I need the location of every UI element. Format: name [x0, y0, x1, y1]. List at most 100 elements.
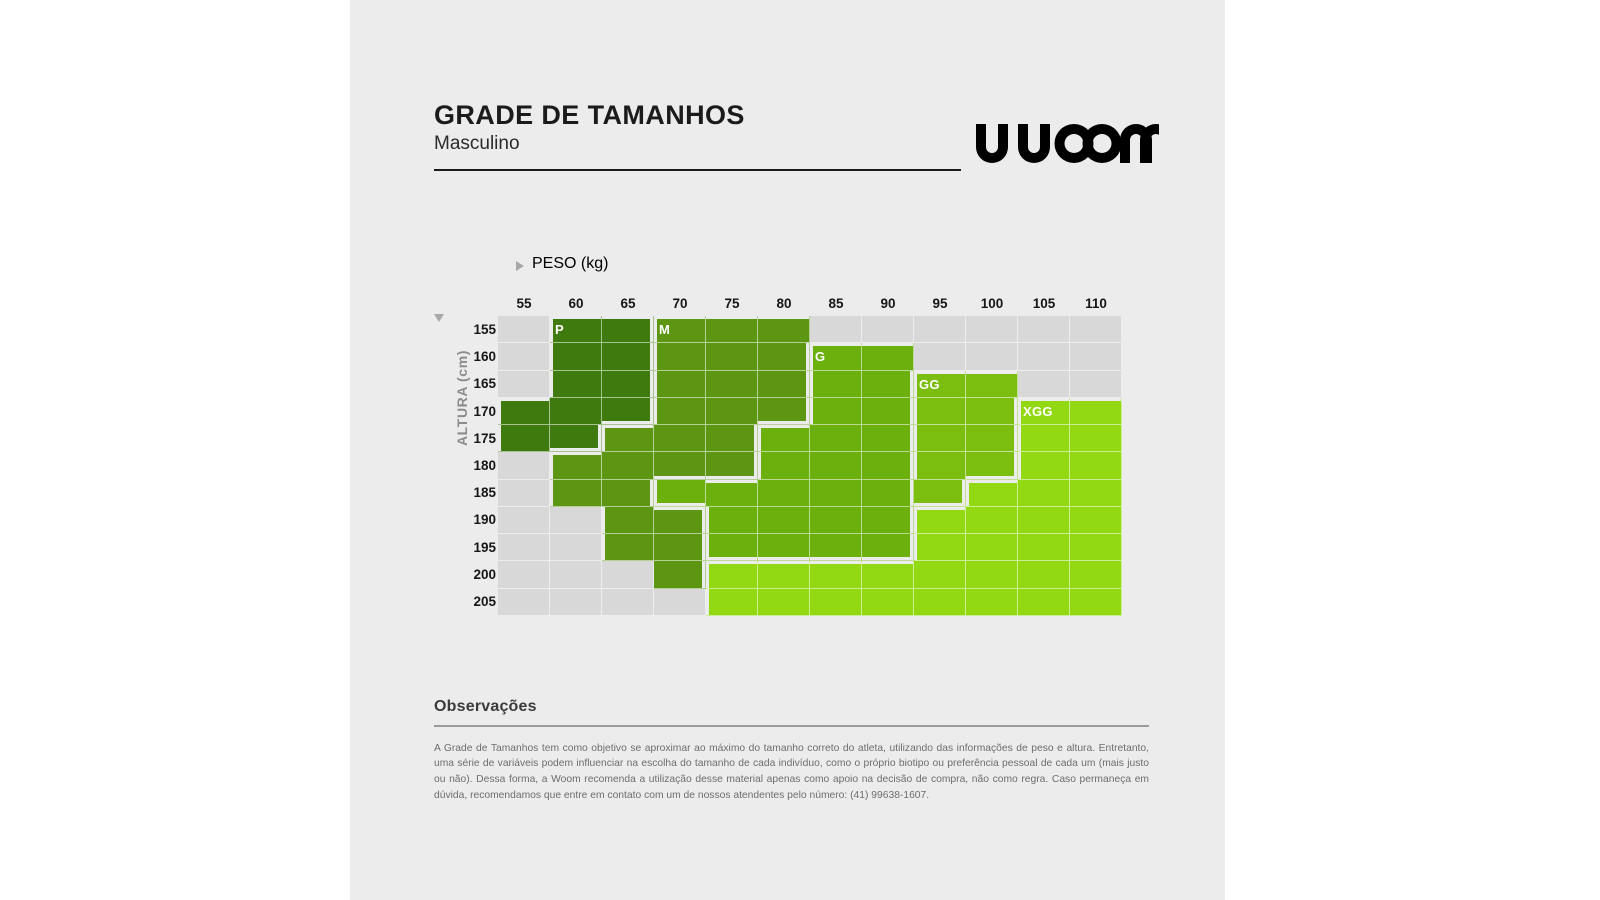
matrix-cell-G	[706, 534, 758, 562]
matrix-cell-G	[810, 425, 862, 453]
size-label-GG: GG	[919, 376, 940, 392]
matrix-cell-M	[706, 343, 758, 371]
matrix-cell-M	[602, 452, 654, 480]
matrix-cell-empty	[810, 316, 862, 344]
matrix-cell-GG	[914, 452, 966, 480]
woom-logo	[974, 120, 1159, 166]
header: GRADE DE TAMANHOS Masculino	[434, 100, 1159, 180]
matrix-cell-M	[654, 506, 706, 535]
matrix-cell-XGG	[1070, 561, 1122, 589]
matrix-cell-M	[706, 425, 758, 453]
matrix-cell-XGG	[1070, 425, 1122, 453]
header-divider	[434, 169, 961, 171]
matrix-cell-XGG	[1018, 452, 1070, 480]
grid-wrapper: 155 160 165 170 175 180 185 190 195 200 205 P M G GG X…	[434, 316, 1122, 616]
matrix-cell-GG	[966, 425, 1018, 453]
weight-header-100: 100	[980, 296, 1004, 311]
weight-header-80: 80	[776, 296, 792, 311]
matrix-cell-M	[550, 452, 602, 480]
matrix-cell-G	[810, 506, 862, 535]
matrix-cell-M	[758, 370, 810, 398]
matrix-cell-G	[862, 343, 914, 371]
matrix-cell-GG	[966, 370, 1018, 398]
matrix-cell-M	[758, 343, 810, 371]
height-header-180: 180	[473, 457, 496, 473]
matrix-cell-P	[550, 343, 602, 371]
size-label-P: P	[555, 322, 564, 337]
height-header-155: 155	[473, 322, 496, 337]
matrix-cell-XGG	[1070, 452, 1122, 480]
height-axis-headers: 155 160 165 170 175 180 185 190 195 200 205	[458, 316, 496, 616]
matrix-cell-M	[758, 316, 810, 344]
height-header-205: 205	[473, 593, 496, 609]
matrix-cell-P	[550, 370, 602, 398]
peso-arrow-icon	[516, 261, 524, 271]
matrix-cell-P	[550, 397, 602, 426]
matrix-cell-empty	[966, 343, 1018, 371]
matrix-cell-M	[654, 452, 706, 480]
weight-header-85: 85	[828, 296, 844, 311]
matrix-cell-P	[602, 370, 654, 398]
matrix-cell-XGG	[966, 506, 1018, 535]
matrix-cell-G: G	[810, 343, 862, 371]
matrix-cell-M	[602, 506, 654, 535]
weight-header-105: 105	[1032, 296, 1056, 311]
matrix-cell-empty	[550, 561, 602, 589]
page-subtitle: Masculino	[434, 133, 520, 154]
height-header-195: 195	[473, 539, 496, 555]
matrix-cell-M	[706, 316, 758, 344]
matrix-cell-XGG	[810, 588, 862, 616]
weight-header-95: 95	[932, 296, 948, 311]
matrix-cell-empty	[1070, 370, 1122, 398]
matrix-cell-G	[706, 479, 758, 507]
matrix-cell-XGG	[1018, 561, 1070, 589]
matrix-cell-empty	[602, 561, 654, 589]
matrix-cell-GG	[966, 452, 1018, 480]
matrix-cell-M	[654, 534, 706, 562]
matrix-cell-empty	[862, 316, 914, 344]
matrix-cell-GG	[914, 425, 966, 453]
matrix-cell-G	[810, 479, 862, 507]
matrix-cell-empty	[1018, 343, 1070, 371]
matrix-cell-empty	[498, 588, 550, 616]
matrix-cell-empty	[498, 506, 550, 535]
matrix-cell-G	[758, 479, 810, 507]
matrix-cell-P: P	[550, 316, 602, 344]
weight-axis-headers: 55 60 65 70 75 80 85 90 95 100 105 110	[498, 293, 1122, 315]
matrix-cell-M	[706, 370, 758, 398]
matrix-cell-G	[706, 506, 758, 535]
matrix-cell-XGG	[914, 561, 966, 589]
matrix-cell-G	[862, 452, 914, 480]
weight-header-90: 90	[880, 296, 896, 311]
matrix-cell-XGG	[966, 534, 1018, 562]
matrix-cell-G	[862, 370, 914, 398]
matrix-cell-M	[602, 479, 654, 507]
size-matrix: P M G GG XGG	[498, 316, 1122, 616]
matrix-cell-empty	[550, 534, 602, 562]
matrix-cell-G	[758, 534, 810, 562]
matrix-cell-XGG	[1070, 479, 1122, 507]
matrix-cell-P	[550, 425, 602, 453]
size-grid-chart: PESO (kg) ALTURA (cm) 55 60 65 70 75 80 85 90 95…	[434, 250, 1134, 630]
matrix-cell-XGG	[966, 561, 1018, 589]
matrix-cell-empty	[498, 316, 550, 344]
matrix-cell-empty	[498, 561, 550, 589]
matrix-cell-M	[706, 397, 758, 426]
matrix-cell-G	[810, 452, 862, 480]
title-block: GRADE DE TAMANHOS Masculino	[434, 100, 979, 156]
matrix-cell-XGG	[914, 588, 966, 616]
matrix-cell-empty	[550, 588, 602, 616]
matrix-cell-G	[758, 506, 810, 535]
matrix-cell-empty	[550, 506, 602, 535]
matrix-cell-GG: GG	[914, 370, 966, 398]
matrix-cell-M	[654, 425, 706, 453]
weight-header-60: 60	[568, 296, 584, 311]
matrix-cell-XGG	[810, 561, 862, 589]
matrix-cell-XGG	[914, 506, 966, 535]
matrix-cell-XGG	[862, 588, 914, 616]
matrix-cell-empty	[498, 343, 550, 371]
matrix-cell-P	[602, 343, 654, 371]
matrix-cell-XGG	[706, 588, 758, 616]
matrix-cell-G	[654, 479, 706, 507]
